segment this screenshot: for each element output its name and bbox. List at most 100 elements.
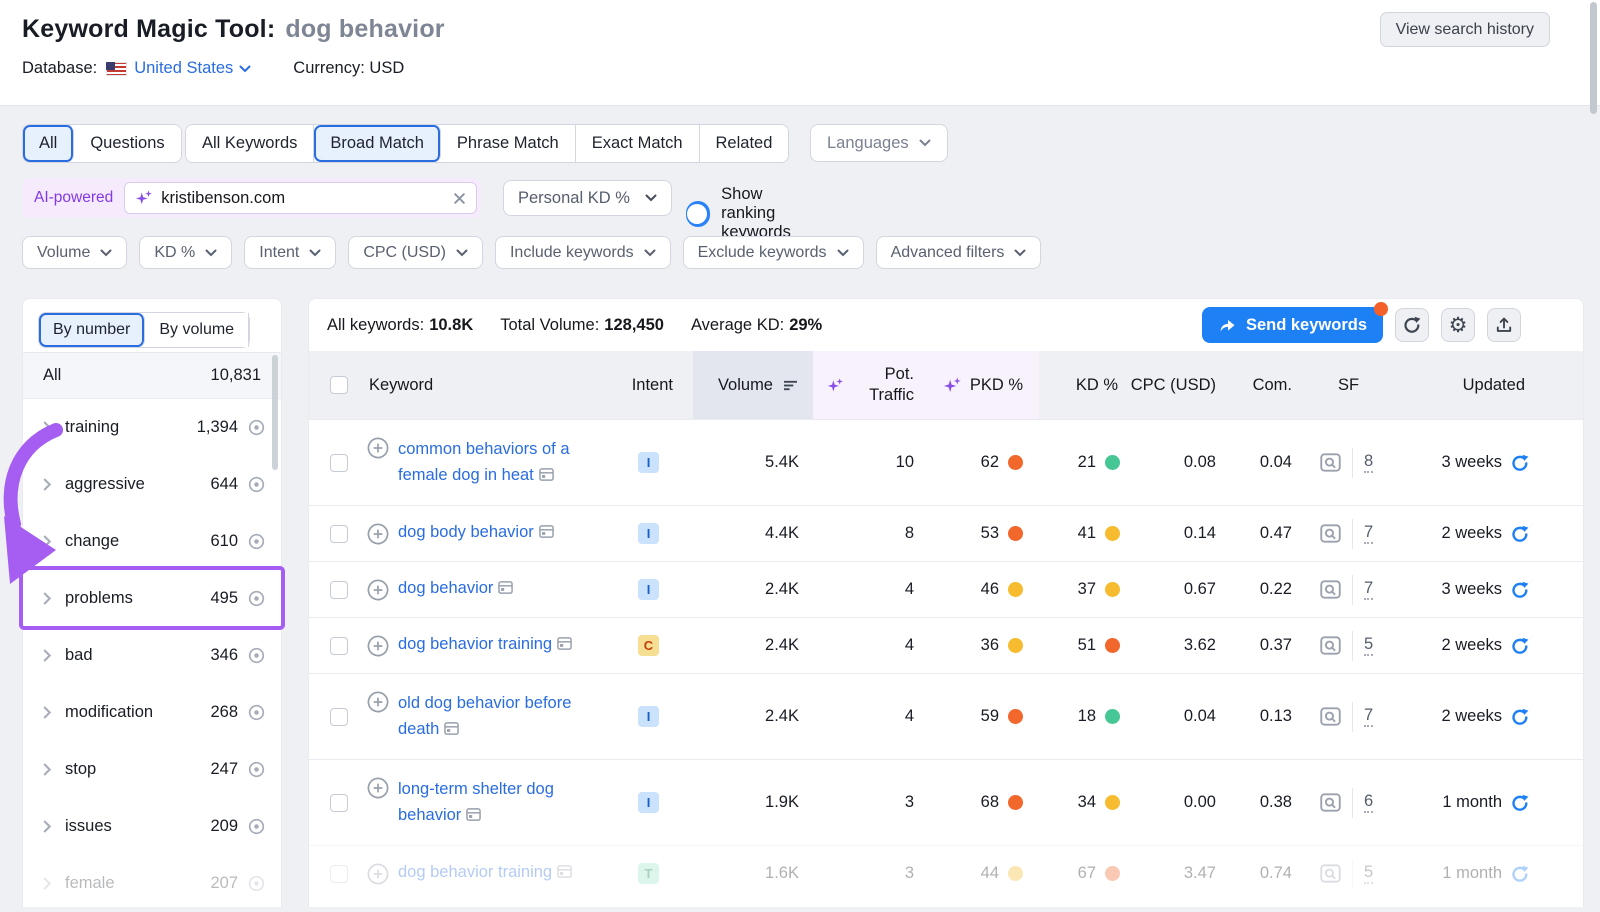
column-intent[interactable]: Intent: [631, 375, 673, 394]
group-item-modification[interactable]: modification 268: [23, 684, 281, 741]
filter-exclude-keywords[interactable]: Exclude keywords: [682, 236, 864, 269]
serp-preview-icon[interactable]: [1320, 864, 1341, 883]
sf-count-link[interactable]: 8: [1364, 452, 1374, 474]
row-checkbox[interactable]: [330, 636, 348, 655]
column-sf[interactable]: SF: [1338, 375, 1360, 394]
sidebar-tab-by-number[interactable]: By number: [39, 313, 146, 347]
sf-count-link[interactable]: 7: [1364, 579, 1374, 601]
eye-icon[interactable]: [246, 647, 267, 664]
group-item-all[interactable]: All 10,831: [23, 353, 281, 399]
languages-dropdown[interactable]: Languages: [810, 124, 948, 162]
sf-count-link[interactable]: 5: [1364, 863, 1374, 885]
eye-icon[interactable]: [246, 476, 267, 493]
filter-cpc-usd[interactable]: CPC (USD): [348, 236, 483, 269]
keyword-link[interactable]: common behaviors of a female dog in heat: [398, 440, 570, 484]
eye-icon[interactable]: [246, 419, 267, 436]
keyword-link[interactable]: old dog behavior before death: [398, 694, 572, 738]
column-pkd[interactable]: PKD %: [934, 351, 1039, 419]
sf-count-link[interactable]: 6: [1364, 792, 1374, 814]
domain-search-input[interactable]: kristibenson.com: [124, 182, 477, 214]
row-checkbox[interactable]: [330, 524, 348, 543]
chevron-right-icon[interactable]: [43, 421, 52, 434]
group-item-change[interactable]: change 610: [23, 513, 281, 570]
add-keyword-icon[interactable]: [367, 777, 389, 799]
serp-card-icon[interactable]: [466, 805, 482, 831]
serp-card-icon[interactable]: [538, 465, 554, 491]
view-search-history-button[interactable]: View search history: [1379, 12, 1550, 47]
group-item-aggressive[interactable]: aggressive 644: [23, 456, 281, 513]
keyword-link[interactable]: dog body behavior: [398, 522, 534, 541]
add-keyword-icon[interactable]: [367, 523, 389, 545]
refresh-metrics-icon[interactable]: [1511, 581, 1529, 599]
column-com[interactable]: Com.: [1252, 375, 1292, 394]
filter-intent[interactable]: Intent: [244, 236, 337, 269]
chevron-right-icon[interactable]: [43, 877, 52, 890]
serp-card-icon[interactable]: [538, 522, 554, 548]
serp-preview-icon[interactable]: [1320, 580, 1341, 599]
chevron-right-icon[interactable]: [43, 478, 52, 491]
eye-icon[interactable]: [246, 533, 267, 550]
refresh-metrics-icon[interactable]: [1511, 525, 1529, 543]
column-updated[interactable]: Updated: [1462, 375, 1525, 394]
add-keyword-icon[interactable]: [367, 863, 389, 885]
column-kd[interactable]: KD %: [1075, 375, 1118, 394]
serp-card-icon[interactable]: [444, 719, 460, 745]
sf-count-link[interactable]: 7: [1364, 523, 1374, 545]
refresh-metrics-icon[interactable]: [1511, 454, 1529, 472]
chevron-right-icon[interactable]: [43, 820, 52, 833]
send-keywords-button[interactable]: Send keywords: [1201, 302, 1388, 343]
keyword-link[interactable]: long-term shelter dog behavior: [398, 780, 554, 824]
serp-card-icon[interactable]: [557, 862, 572, 888]
tab-questions[interactable]: Questions: [74, 125, 181, 162]
keyword-link[interactable]: dog behavior: [398, 578, 494, 597]
serp-card-icon[interactable]: [498, 578, 514, 604]
serp-preview-icon[interactable]: [1320, 636, 1341, 655]
chevron-right-icon[interactable]: [43, 706, 52, 719]
eye-icon[interactable]: [246, 818, 267, 835]
chevron-right-icon[interactable]: [43, 649, 52, 662]
eye-icon[interactable]: [246, 761, 267, 778]
row-checkbox[interactable]: [330, 580, 348, 599]
chevron-right-icon[interactable]: [43, 763, 52, 776]
sf-count-link[interactable]: 7: [1364, 706, 1374, 728]
serp-preview-icon[interactable]: [1320, 453, 1341, 472]
add-keyword-icon[interactable]: [367, 691, 389, 713]
add-keyword-icon[interactable]: [367, 579, 389, 601]
filter-kd[interactable]: KD %: [139, 236, 233, 269]
keyword-link[interactable]: dog behavior training: [398, 862, 553, 881]
tab-phrase-match[interactable]: Phrase Match: [440, 125, 576, 162]
keyword-link[interactable]: dog behavior training: [398, 634, 553, 653]
select-all-checkbox[interactable]: [330, 376, 348, 394]
refresh-metrics-icon[interactable]: [1511, 794, 1529, 812]
refresh-metrics-icon[interactable]: [1511, 865, 1529, 883]
eye-icon[interactable]: [246, 590, 267, 607]
page-scrollbar[interactable]: [1590, 2, 1597, 114]
refresh-metrics-icon[interactable]: [1511, 708, 1529, 726]
chevron-right-icon[interactable]: [43, 592, 52, 605]
serp-preview-icon[interactable]: [1320, 793, 1341, 812]
settings-gear-button[interactable]: ⚙: [1441, 308, 1475, 342]
group-item-issues[interactable]: issues 209: [23, 798, 281, 855]
column-volume[interactable]: Volume: [693, 351, 813, 419]
group-item-problems[interactable]: problems 495: [23, 570, 281, 627]
group-item-bad[interactable]: bad 346: [23, 627, 281, 684]
serp-preview-icon[interactable]: [1320, 707, 1341, 726]
add-keyword-icon[interactable]: [367, 635, 389, 657]
sf-count-link[interactable]: 5: [1364, 635, 1374, 657]
clear-input-icon[interactable]: [453, 192, 466, 205]
tab-all[interactable]: All: [23, 125, 75, 162]
serp-preview-icon[interactable]: [1320, 524, 1341, 543]
refresh-button[interactable]: [1395, 308, 1429, 342]
tab-related[interactable]: Related: [699, 125, 789, 162]
tab-exact-match[interactable]: Exact Match: [575, 125, 700, 162]
personal-kd-dropdown[interactable]: Personal KD %: [503, 180, 672, 216]
column-pot-traffic[interactable]: Pot. Traffic: [813, 351, 934, 419]
group-item-female[interactable]: female 207: [23, 855, 281, 912]
database-select[interactable]: United States: [134, 59, 251, 78]
row-checkbox[interactable]: [330, 707, 348, 726]
add-keyword-icon[interactable]: [367, 437, 389, 459]
sidebar-tab-by-volume[interactable]: By volume: [145, 313, 250, 347]
tab-all-keywords[interactable]: All Keywords: [186, 125, 315, 162]
column-keyword[interactable]: Keyword: [369, 375, 434, 394]
row-checkbox[interactable]: [330, 864, 348, 883]
